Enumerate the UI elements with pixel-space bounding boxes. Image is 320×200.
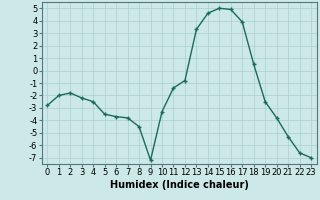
X-axis label: Humidex (Indice chaleur): Humidex (Indice chaleur): [110, 180, 249, 190]
